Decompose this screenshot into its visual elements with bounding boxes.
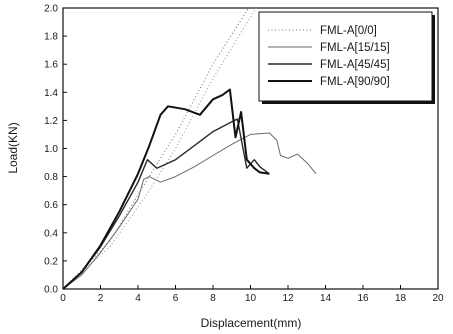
y-tick-label-8: 1.6 [44,60,58,71]
series-line-0 [62,7,250,290]
x-tick-label-9: 18 [395,293,407,304]
series-line-2 [62,118,270,290]
x-axis-title: Displacement(mm) [201,316,302,330]
y-tick-label-3: 0.6 [44,200,58,211]
legend-label-0: FML-A[0/0] [320,25,377,37]
series-line-3 [62,88,270,290]
y-tick-label-0: 0.0 [44,285,58,296]
x-tick-label-0: 0 [60,293,66,304]
x-tick-label-6: 12 [282,293,294,304]
legend-label-1: FML-A[15/15] [320,42,390,54]
y-tick-label-7: 1.4 [44,88,58,99]
x-tick-label-4: 8 [210,293,216,304]
y-tick-label-5: 1.0 [44,144,58,155]
y-tick-label-1: 0.2 [44,256,58,267]
x-tick-label-2: 4 [135,293,141,304]
y-axis-title: Load(KN) [6,122,20,173]
extra-dotted-line-0 [62,7,257,290]
tick-layer: 0 2 4 6 8 10 12 14 16 18 20 0.0 0.2 0.4 0.6 0.8 1.0 1.2 1.… [44,4,444,305]
x-tick-label-1: 2 [98,293,104,304]
series-layer [62,7,317,290]
x-tick-label-8: 16 [357,293,369,304]
y-tick-label-2: 0.4 [44,228,58,239]
series-line-1 [62,132,317,290]
legend: FML-A[0/0] FML-A[15/15] FML-A[45/45] FML… [258,11,435,104]
legend-label-2: FML-A[45/45] [320,59,390,71]
x-tick-label-3: 6 [173,293,179,304]
y-tick-label-4: 0.8 [44,172,58,183]
x-tick-label-10: 20 [432,293,444,304]
x-tick-label-5: 10 [245,293,257,304]
y-tick-label-6: 1.2 [44,116,58,127]
x-tick-label-7: 14 [320,293,332,304]
y-tick-label-9: 1.8 [44,32,58,43]
legend-label-3: FML-A[90/90] [320,76,390,88]
y-tick-label-10: 2.0 [44,4,58,15]
legend-box [258,11,433,102]
